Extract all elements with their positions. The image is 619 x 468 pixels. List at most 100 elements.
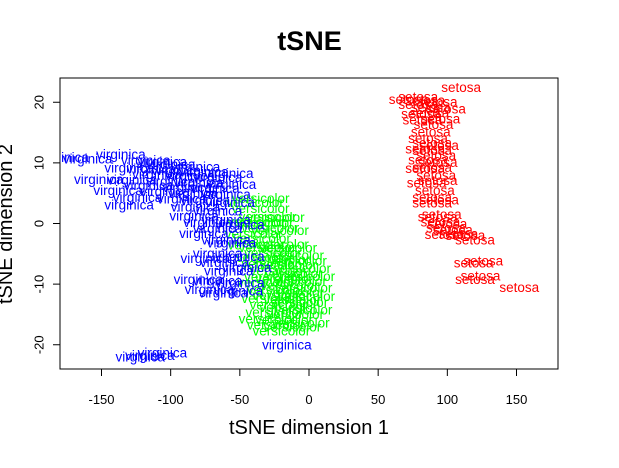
point-label-versicolor: versicolor [236, 216, 294, 231]
point-label-virginica: virginica [93, 183, 143, 198]
y-tick-label: 0 [31, 220, 46, 227]
point-label-virginica: virginica [262, 338, 312, 353]
point-label-versicolor: versicolor [251, 237, 309, 252]
point-label-versicolor: versicolor [244, 270, 302, 285]
point-label-versicolor: versicolor [264, 319, 322, 334]
point-label-virginica: virginica [138, 154, 188, 169]
point-label-setosa: setosa [407, 176, 447, 191]
point-label-virginica: virginica [201, 187, 251, 202]
point-label-virginica: virginica [171, 199, 221, 214]
point-label-virginica: virginica [174, 176, 224, 191]
point-label-versicolor: versicolor [228, 214, 286, 229]
point-label-virginica: virginica [163, 180, 213, 195]
point-label-virginica: virginica [193, 204, 243, 219]
x-tick-label: 150 [506, 392, 528, 407]
point-label-setosa: setosa [409, 105, 449, 120]
point-label-versicolor: versicolor [241, 291, 299, 306]
point-label-virginica: virginica [140, 184, 190, 199]
point-label-setosa: setosa [412, 143, 452, 158]
point-label-versicolor: versicolor [255, 313, 313, 328]
point-label-virginica: virginica [96, 147, 146, 162]
x-tick-label: 0 [305, 392, 312, 407]
point-label-setosa: setosa [426, 221, 466, 236]
point-label-versicolor: versicolor [259, 300, 317, 315]
point-label-versicolor: versicolor [225, 227, 283, 242]
point-label-virginica: virginica [179, 226, 229, 241]
point-label-virginica: virginica [207, 177, 257, 192]
point-label-virginica: virginica [179, 165, 229, 180]
point-label-virginica: virginica [171, 159, 221, 174]
point-label-virginica: virginica [104, 161, 154, 176]
point-label-virginica: virginica [124, 178, 174, 193]
x-tick-label: -100 [158, 392, 184, 407]
point-label-virginica: virginica [190, 181, 240, 196]
point-label-setosa: setosa [398, 90, 438, 105]
point-label-virginica: virginica [222, 260, 272, 275]
point-label-versicolor: versicolor [228, 237, 286, 252]
point-label-setosa: setosa [441, 80, 481, 95]
point-label-versicolor: versicolor [232, 191, 290, 206]
point-label-setosa: setosa [418, 94, 458, 109]
point-label-versicolor: versicolor [255, 271, 313, 286]
point-label-versicolor: versicolor [259, 258, 317, 273]
point-label-virginica: virginica [113, 190, 163, 205]
point-label-versicolor: versicolor [272, 316, 330, 331]
point-label-setosa: setosa [412, 160, 452, 175]
point-label-virginica: virginica [207, 236, 257, 251]
point-label-setosa: setosa [454, 256, 494, 271]
point-label-virginica: virginica [121, 153, 171, 168]
point-label-virginica: virginica [107, 173, 157, 188]
point-label-versicolor: versicolor [259, 241, 317, 256]
point-label-setosa: setosa [408, 131, 448, 146]
point-label-versicolor: versicolor [252, 324, 310, 339]
point-label-versicolor: versicolor [266, 248, 324, 263]
chart-title: tSNE [277, 26, 342, 56]
x-tick-label: -50 [230, 392, 249, 407]
point-label-setosa: setosa [416, 168, 456, 183]
point-label-versicolor: versicolor [264, 293, 322, 308]
point-label-versicolor: versicolor [226, 195, 284, 210]
point-label-versicolor: versicolor [275, 281, 333, 296]
point-label-virginica: virginica [185, 282, 235, 297]
point-label-setosa: setosa [412, 136, 452, 151]
point-label-virginica: virginica [205, 195, 255, 210]
point-label-setosa: setosa [405, 93, 445, 108]
point-label-versicolor: versicolor [244, 245, 302, 260]
point-label-setosa: setosa [398, 97, 438, 112]
point-label-setosa: setosa [418, 173, 458, 188]
point-label-versicolor: versicolor [266, 307, 324, 322]
point-label-virginica: virginica [214, 284, 264, 299]
point-label-virginica: virginica [198, 285, 248, 300]
y-tick-label: -20 [31, 335, 46, 354]
point-label-virginica: virginica [193, 221, 243, 236]
point-label-setosa: setosa [461, 268, 501, 283]
x-axis-label: tSNE dimension 1 [229, 417, 389, 439]
point-label-virginica: virginica [201, 213, 251, 228]
point-label-virginica: virginica [201, 233, 251, 248]
point-label-versicolor: versicolor [251, 223, 309, 238]
point-label-virginica: virginica [157, 191, 207, 206]
y-tick-label: -10 [31, 275, 46, 294]
point-label-versicolor: versicolor [239, 311, 297, 326]
point-label-setosa: setosa [419, 138, 459, 153]
point-label-setosa: setosa [445, 228, 485, 243]
point-label-versicolor: versicolor [239, 210, 297, 225]
point-label-versicolor: versicolor [247, 318, 305, 333]
point-label-setosa: setosa [421, 214, 461, 229]
point-label-virginica: virginica [193, 246, 243, 261]
point-label-setosa: setosa [426, 102, 466, 117]
point-label-versicolor: versicolor [273, 261, 331, 276]
point-label-virginica: virginica [180, 251, 230, 266]
point-label-virginica: virginica [132, 167, 182, 182]
point-label-versicolor: versicolor [269, 253, 327, 268]
point-label-versicolor: versicolor [233, 231, 291, 246]
point-label-setosa: setosa [425, 227, 465, 242]
y-axis-label: tSNE dimension 2 [0, 144, 17, 304]
point-label-setosa: setosa [415, 183, 455, 198]
point-label-setosa: setosa [455, 233, 495, 248]
point-label-setosa: setosa [405, 142, 445, 157]
point-label-virginica: virginica [151, 163, 201, 178]
point-label-setosa: setosa [389, 92, 429, 107]
point-label-virginica: virginica [215, 276, 265, 291]
